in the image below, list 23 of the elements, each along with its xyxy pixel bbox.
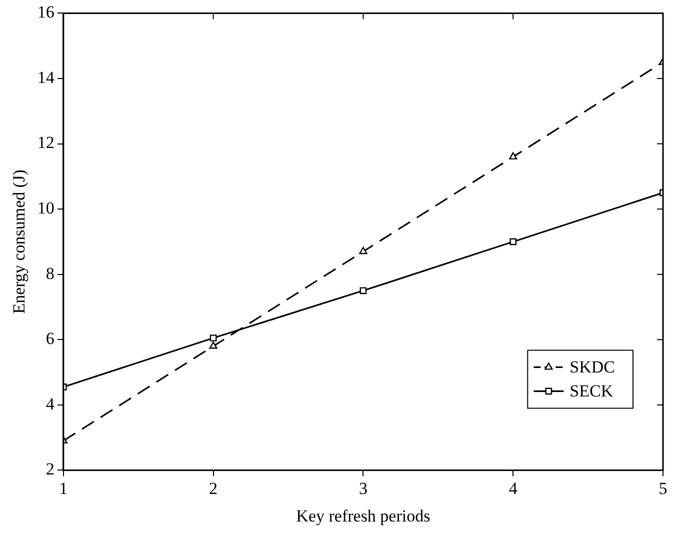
point — [509, 152, 518, 160]
legend-label: SECK — [570, 382, 614, 401]
point — [210, 334, 217, 342]
legend-label: SKDC — [570, 358, 616, 377]
y-tick-label: 10 — [37, 198, 54, 218]
x-tick-label: 4 — [508, 478, 518, 498]
y-tick-label: 4 — [46, 394, 55, 414]
y-tick-label: 12 — [37, 133, 54, 152]
y-tick-label: 8 — [46, 264, 54, 283]
y-axis-title: Energy consumed (J) — [10, 170, 29, 314]
point — [209, 342, 218, 349]
point — [510, 238, 517, 246]
point — [360, 287, 367, 294]
x-tick-label: 2 — [209, 478, 218, 498]
x-axis-title: Key refresh periods — [296, 506, 430, 526]
y-tick-label: 2 — [46, 460, 54, 479]
y-tick-label: 6 — [46, 329, 54, 348]
x-tick-label: 3 — [358, 478, 368, 498]
y-tick-label: 16 — [37, 2, 54, 22]
point — [359, 246, 368, 254]
x-tick-label: 5 — [658, 478, 668, 498]
x-tick-label: 1 — [59, 478, 68, 498]
y-tick-label: 14 — [37, 68, 55, 87]
